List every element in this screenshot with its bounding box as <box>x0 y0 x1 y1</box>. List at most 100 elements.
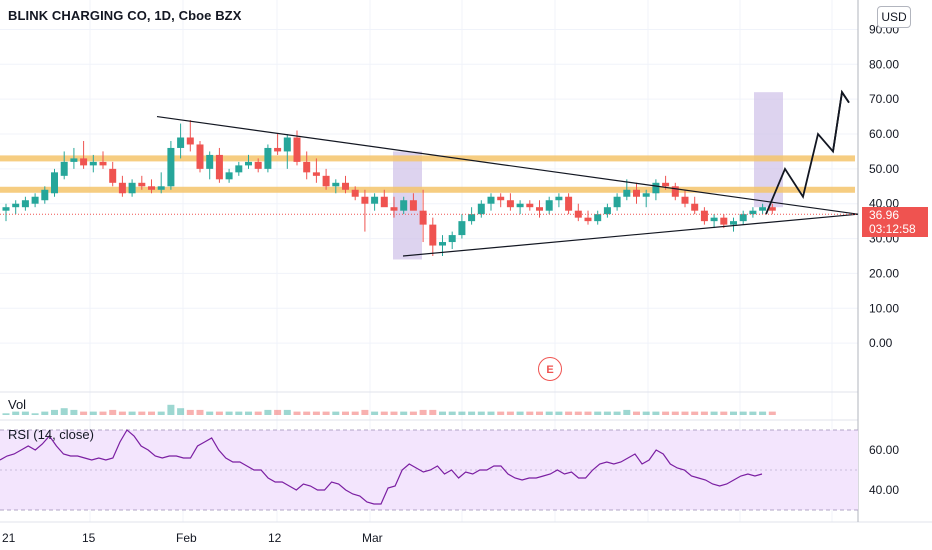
candle-body <box>51 172 58 194</box>
candle <box>642 189 650 208</box>
candle <box>41 186 49 204</box>
candle-body <box>303 161 311 173</box>
candle-body <box>730 221 737 225</box>
candle-body <box>80 158 88 166</box>
candle-body <box>574 210 582 218</box>
support-zone <box>0 155 855 162</box>
rsi-line <box>0 429 763 505</box>
price-axis: 0.0010.0020.0030.0040.0050.0060.0070.008… <box>869 22 899 350</box>
candle-body <box>138 182 146 187</box>
volume-bar <box>603 411 611 415</box>
candle-body <box>148 186 155 190</box>
candle <box>51 168 58 197</box>
candle-body <box>371 196 379 204</box>
rsi-tick-label: 60.00 <box>869 443 899 457</box>
candle-body <box>2 207 10 211</box>
candle <box>613 193 621 211</box>
candle-body <box>31 196 39 204</box>
bar-countdown: 03:12:58 <box>869 222 916 236</box>
candle-body <box>361 196 369 204</box>
candle-body <box>584 217 592 222</box>
volume-bar <box>215 411 223 415</box>
upper-trendline <box>156 115 859 215</box>
candle <box>31 193 39 208</box>
candle-body <box>526 203 534 208</box>
candle-body <box>157 186 165 190</box>
y-tick-label: 0.00 <box>869 336 893 350</box>
volume-bar <box>526 411 534 415</box>
volume-bar <box>235 411 243 415</box>
volume-bar <box>429 409 437 415</box>
candle-body <box>739 214 747 222</box>
volume-bar <box>351 411 359 415</box>
candle <box>264 144 272 173</box>
candle-body <box>633 189 640 197</box>
candle <box>497 193 505 208</box>
volume-bar <box>409 411 417 415</box>
candle-body <box>206 154 214 169</box>
volume-bar <box>89 411 97 415</box>
candle <box>186 120 194 152</box>
support-zone <box>0 186 855 193</box>
volume-bar <box>332 411 340 415</box>
volume-bar <box>623 409 631 415</box>
candle <box>351 186 359 201</box>
volume-bar <box>41 411 49 415</box>
candle-body <box>603 207 611 215</box>
candle <box>167 140 175 190</box>
candle <box>215 147 223 183</box>
y-tick-label: 70.00 <box>869 92 899 106</box>
volume-bar <box>21 411 29 415</box>
candle-body <box>70 158 78 162</box>
volume-bar <box>128 411 136 415</box>
currency-button[interactable]: USD <box>877 6 911 28</box>
y-tick-label: 20.00 <box>869 266 899 280</box>
trendlines <box>0 89 859 257</box>
candle-body <box>429 224 437 246</box>
earnings-icon[interactable]: E <box>538 357 562 381</box>
candle-body <box>700 210 708 222</box>
volume-bar <box>768 411 776 415</box>
volume-bar <box>51 409 58 415</box>
candle-body <box>468 214 476 222</box>
candle <box>594 210 602 225</box>
candle-body <box>671 186 679 197</box>
y-tick-label: 80.00 <box>869 57 899 71</box>
candle-body <box>332 182 340 187</box>
candle <box>225 168 233 183</box>
candle-body <box>196 144 204 169</box>
candle-body <box>12 203 20 208</box>
candle <box>371 193 379 211</box>
candle-body <box>41 189 49 201</box>
candle-body <box>167 147 175 187</box>
candle <box>545 196 553 215</box>
candle-body <box>652 182 660 194</box>
last-price-badge: 36.96 03:12:58 <box>862 207 928 237</box>
candle <box>245 154 252 169</box>
candle <box>128 179 136 197</box>
volume-bar <box>371 411 379 415</box>
candle <box>138 175 146 190</box>
volume-bar <box>749 411 757 415</box>
candle-body <box>448 235 456 243</box>
candle <box>2 203 10 222</box>
candle <box>409 193 417 211</box>
candle <box>312 158 320 183</box>
volume-bar <box>439 411 446 415</box>
candle-body <box>351 189 359 197</box>
volume-bar <box>264 409 272 415</box>
volume-bar <box>720 411 728 415</box>
candle <box>710 214 718 229</box>
volume-bar <box>303 411 311 415</box>
candle <box>565 193 573 215</box>
volume-bar <box>2 413 10 415</box>
candle-body <box>642 193 650 197</box>
highlight-box <box>393 151 422 260</box>
last-price-value: 36.96 <box>869 208 900 222</box>
candle-body <box>109 168 117 183</box>
candle-body <box>99 161 107 166</box>
candle <box>536 200 543 218</box>
candle-body <box>710 217 718 222</box>
volume-bar <box>691 411 699 415</box>
